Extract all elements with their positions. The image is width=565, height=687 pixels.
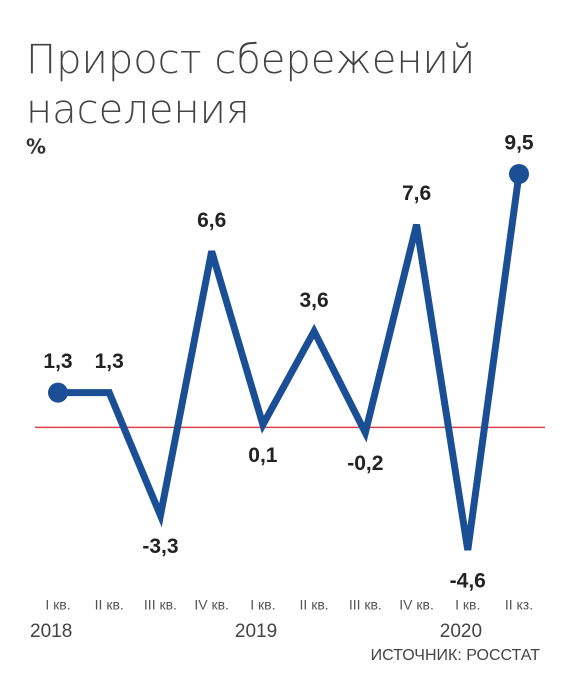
end-marker xyxy=(509,164,529,184)
x-tick-label: I кв. xyxy=(45,597,70,613)
data-line xyxy=(58,173,523,551)
value-label: 6,6 xyxy=(197,209,226,232)
value-label: -3,3 xyxy=(142,535,178,558)
end-marker xyxy=(48,382,68,403)
x-tick-label: II кв. xyxy=(95,597,124,613)
x-tick-label: IV кв. xyxy=(194,597,229,613)
x-tick-label: III кв. xyxy=(349,597,382,613)
x-tick-label: IV кв. xyxy=(399,597,434,613)
x-tick-label: II кв. xyxy=(300,597,329,613)
chart-title-line: населения xyxy=(26,87,250,133)
year-label: 2019 xyxy=(235,621,277,642)
year-label: 2020 xyxy=(440,621,482,642)
source: ИСТОЧНИК: РОССТАТ xyxy=(371,647,541,664)
value-label: 3,6 xyxy=(300,289,329,312)
value-label: -0,2 xyxy=(347,452,383,475)
value-label: 9,5 xyxy=(504,132,534,155)
x-tick-label: I кв. xyxy=(455,597,480,613)
value-label: 1,3 xyxy=(43,350,72,373)
value-label: 1,3 xyxy=(95,350,124,373)
x-tick-label: II кз. xyxy=(505,597,533,613)
x-tick-label: I кв. xyxy=(250,597,275,613)
value-label: 7,6 xyxy=(402,182,431,205)
unit-label: % xyxy=(26,135,46,159)
value-label: -4,6 xyxy=(450,570,486,593)
year-label: 2018 xyxy=(30,621,72,642)
chart-title-line: Прирост сбережений xyxy=(26,37,475,83)
value-label: 0,1 xyxy=(248,444,278,467)
x-tick-label: III кв. xyxy=(144,597,177,613)
